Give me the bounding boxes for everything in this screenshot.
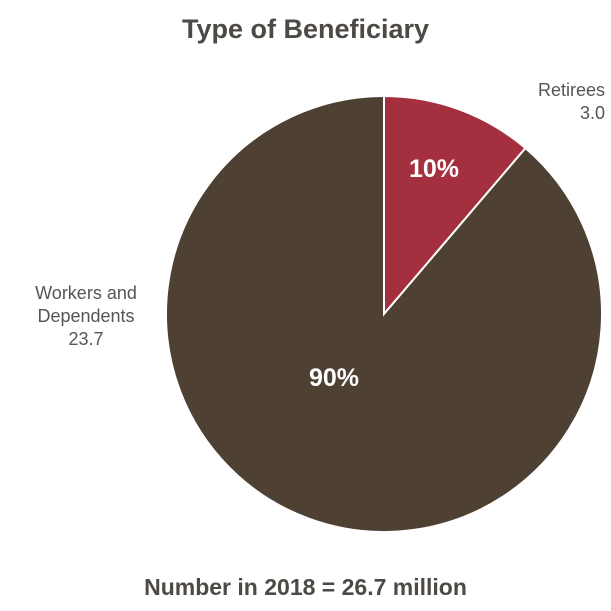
slice-category-label: Retirees 3.0 bbox=[538, 80, 605, 123]
chart-footer: Number in 2018 = 26.7 million bbox=[144, 574, 467, 600]
pie-slices bbox=[165, 94, 603, 533]
slice-percent-label: 10% bbox=[409, 155, 459, 183]
slice-percent-label: 90% bbox=[309, 364, 359, 392]
slice-category-label: Workers and Dependents 23.7 bbox=[35, 283, 137, 349]
pie-slice bbox=[383, 94, 527, 317]
pie-slice bbox=[165, 94, 603, 533]
chart-title: Type of Beneficiary bbox=[181, 14, 430, 44]
pie-labels: Retirees 3.0 10% Workers and Dependents 23.7 9… bbox=[35, 80, 605, 392]
